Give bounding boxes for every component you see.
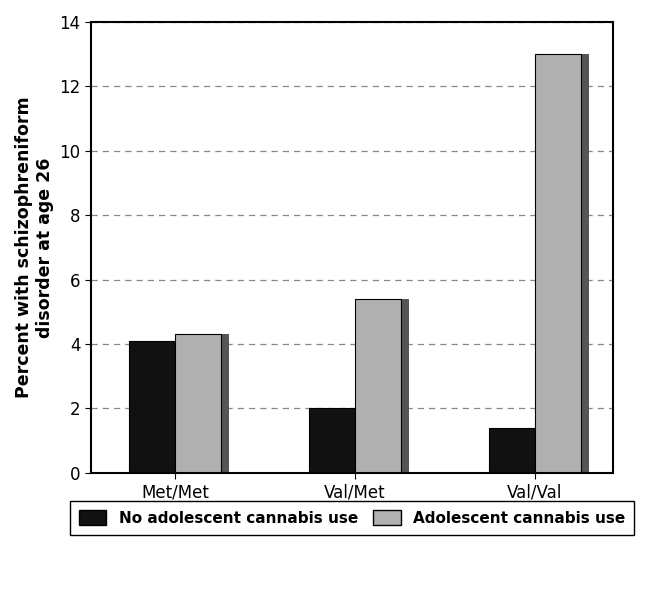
Bar — [543, 54, 589, 473]
Legend: No adolescent cannabis use, Adolescent cannabis use: No adolescent cannabis use, Adolescent c… — [70, 501, 634, 535]
Bar — [535, 54, 581, 473]
Bar — [489, 427, 535, 473]
Bar — [175, 335, 220, 473]
Bar — [138, 341, 184, 473]
Bar — [355, 299, 401, 473]
Y-axis label: Percent with schizophreniform
disorder at age 26: Percent with schizophreniform disorder a… — [15, 97, 54, 398]
Bar — [184, 335, 229, 473]
Bar — [498, 427, 543, 473]
Bar — [318, 408, 363, 473]
Bar — [129, 341, 175, 473]
Bar — [363, 299, 409, 473]
Bar — [310, 408, 355, 473]
